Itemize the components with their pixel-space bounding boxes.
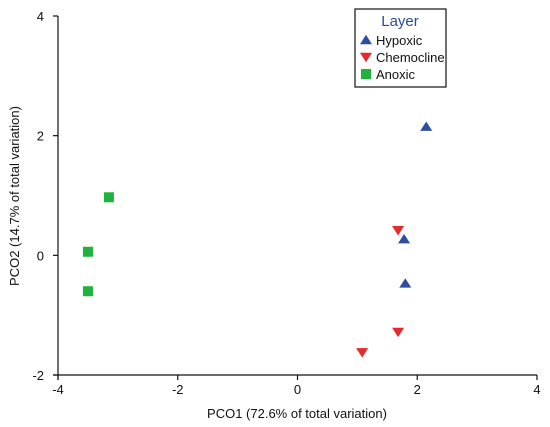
anoxic-point: [103, 192, 114, 203]
x-tick-label: 2: [414, 382, 421, 397]
hypoxic-point: [399, 278, 412, 288]
axes: [53, 16, 537, 380]
chemocline-point: [392, 226, 405, 236]
anoxic-point: [82, 286, 93, 297]
chemocline-point: [356, 348, 369, 358]
chemocline-point: [392, 327, 405, 338]
y-tick-label: -2: [32, 368, 44, 383]
anoxic-point: [82, 246, 93, 257]
anoxic-legend-marker: [361, 69, 371, 79]
chemocline-legend-marker: [360, 52, 372, 63]
hypoxic-point: [398, 233, 411, 244]
hypoxic-point: [420, 121, 433, 131]
x-tick-label: 4: [533, 382, 540, 397]
y-tick-label: 0: [37, 248, 44, 263]
y-tick-label: 4: [37, 9, 44, 24]
x-tick-label: -4: [52, 382, 64, 397]
x-axis-label: PCO1 (72.6% of total variation): [207, 406, 387, 421]
y-axis-label: PCO2 (14.7% of total variation): [7, 106, 22, 286]
legend-title: Layer: [381, 13, 419, 30]
x-tick-label: 0: [294, 382, 301, 397]
x-tick-label: -2: [172, 382, 184, 397]
legend-items: Hypoxic Chemocline Anoxic: [360, 33, 445, 82]
hypoxic-legend-marker: [360, 34, 372, 45]
legend: Layer Hypoxic Chemocline Anoxic: [354, 8, 447, 88]
anoxic-legend-label: Anoxic: [376, 67, 416, 82]
data-points: [82, 121, 433, 358]
y-tick-label: 2: [37, 129, 44, 144]
chemocline-legend-label: Chemocline: [376, 50, 445, 65]
hypoxic-legend-label: Hypoxic: [376, 33, 423, 48]
ticks: -4 -2 0 2 4 -2 0 2 4: [32, 9, 540, 397]
